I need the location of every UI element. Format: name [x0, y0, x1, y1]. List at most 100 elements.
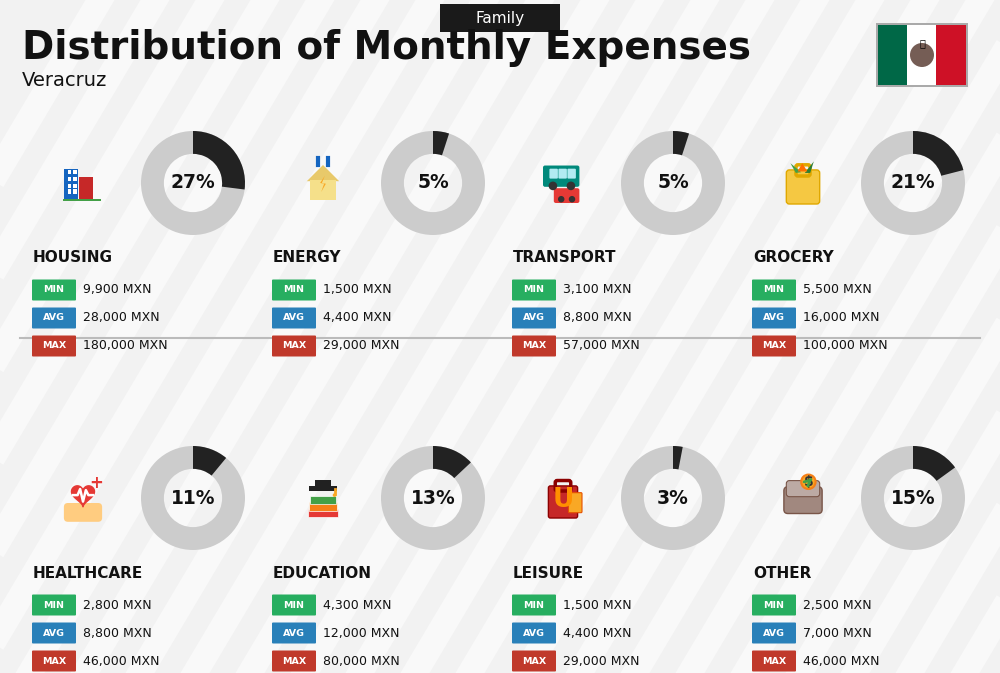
- Text: 4,400 MXN: 4,400 MXN: [323, 312, 392, 324]
- Text: AVG: AVG: [43, 314, 65, 322]
- Text: TRANSPORT: TRANSPORT: [513, 250, 616, 266]
- Text: MAX: MAX: [522, 656, 546, 666]
- Text: AVG: AVG: [523, 629, 545, 637]
- Text: 9,900 MXN: 9,900 MXN: [83, 283, 152, 297]
- FancyBboxPatch shape: [68, 177, 71, 181]
- FancyBboxPatch shape: [752, 594, 796, 616]
- Text: 21%: 21%: [891, 174, 935, 192]
- Text: AVG: AVG: [763, 629, 785, 637]
- FancyBboxPatch shape: [309, 502, 337, 511]
- Wedge shape: [673, 446, 683, 469]
- Text: AVG: AVG: [763, 314, 785, 322]
- Polygon shape: [790, 163, 801, 173]
- Text: 80,000 MXN: 80,000 MXN: [323, 655, 400, 668]
- Text: MAX: MAX: [762, 341, 786, 351]
- Wedge shape: [141, 446, 245, 550]
- Wedge shape: [861, 131, 965, 235]
- Polygon shape: [805, 162, 814, 173]
- Polygon shape: [320, 176, 326, 192]
- Wedge shape: [193, 446, 226, 476]
- FancyBboxPatch shape: [272, 279, 316, 301]
- Wedge shape: [381, 131, 485, 235]
- FancyBboxPatch shape: [786, 481, 820, 497]
- Text: ENERGY: ENERGY: [273, 250, 342, 266]
- Wedge shape: [673, 131, 689, 155]
- Text: MAX: MAX: [522, 341, 546, 351]
- Text: 1,500 MXN: 1,500 MXN: [323, 283, 392, 297]
- FancyBboxPatch shape: [512, 279, 556, 301]
- Text: Family: Family: [475, 11, 525, 26]
- Text: Distribution of Monthly Expenses: Distribution of Monthly Expenses: [22, 29, 751, 67]
- Circle shape: [801, 474, 816, 489]
- Circle shape: [569, 196, 575, 203]
- Text: 5,500 MXN: 5,500 MXN: [803, 283, 872, 297]
- Text: 3,100 MXN: 3,100 MXN: [563, 283, 632, 297]
- Text: MAX: MAX: [282, 341, 306, 351]
- Text: 12,000 MXN: 12,000 MXN: [323, 627, 400, 639]
- FancyBboxPatch shape: [512, 651, 556, 672]
- FancyBboxPatch shape: [786, 170, 820, 204]
- Text: MIN: MIN: [524, 600, 544, 610]
- Text: 8,800 MXN: 8,800 MXN: [563, 312, 632, 324]
- Circle shape: [333, 493, 336, 497]
- Text: MAX: MAX: [42, 341, 66, 351]
- Wedge shape: [433, 446, 471, 478]
- Text: 7,000 MXN: 7,000 MXN: [803, 627, 872, 639]
- FancyBboxPatch shape: [752, 308, 796, 328]
- FancyBboxPatch shape: [752, 336, 796, 357]
- FancyBboxPatch shape: [554, 188, 579, 203]
- Text: HEALTHCARE: HEALTHCARE: [33, 565, 143, 581]
- FancyBboxPatch shape: [272, 623, 316, 643]
- Text: 27%: 27%: [171, 174, 215, 192]
- FancyBboxPatch shape: [68, 170, 71, 174]
- FancyBboxPatch shape: [32, 279, 76, 301]
- Text: 29,000 MXN: 29,000 MXN: [563, 655, 640, 668]
- Text: 2,800 MXN: 2,800 MXN: [83, 598, 152, 612]
- FancyBboxPatch shape: [64, 169, 78, 201]
- FancyBboxPatch shape: [73, 177, 77, 181]
- FancyBboxPatch shape: [310, 495, 336, 504]
- Text: 3%: 3%: [657, 489, 689, 507]
- FancyBboxPatch shape: [548, 486, 578, 518]
- FancyBboxPatch shape: [512, 623, 556, 643]
- Text: 11%: 11%: [171, 489, 215, 507]
- FancyBboxPatch shape: [308, 509, 338, 517]
- Text: 1,500 MXN: 1,500 MXN: [563, 598, 632, 612]
- FancyBboxPatch shape: [32, 651, 76, 672]
- Text: 180,000 MXN: 180,000 MXN: [83, 339, 168, 353]
- Wedge shape: [433, 131, 449, 155]
- FancyBboxPatch shape: [73, 184, 77, 188]
- FancyBboxPatch shape: [752, 623, 796, 643]
- Text: 🌿: 🌿: [919, 38, 925, 48]
- FancyBboxPatch shape: [558, 169, 567, 178]
- Circle shape: [549, 182, 557, 190]
- Wedge shape: [861, 446, 965, 550]
- FancyBboxPatch shape: [878, 25, 907, 85]
- FancyBboxPatch shape: [568, 493, 582, 513]
- Text: MIN: MIN: [284, 285, 304, 295]
- Text: +: +: [90, 474, 104, 492]
- FancyBboxPatch shape: [64, 503, 102, 522]
- Text: Veracruz: Veracruz: [22, 71, 107, 90]
- Text: OTHER: OTHER: [753, 565, 811, 581]
- FancyBboxPatch shape: [315, 480, 331, 487]
- Text: 5%: 5%: [657, 174, 689, 192]
- FancyBboxPatch shape: [310, 180, 336, 201]
- Text: AVG: AVG: [523, 314, 545, 322]
- FancyBboxPatch shape: [907, 25, 936, 85]
- Text: 57,000 MXN: 57,000 MXN: [563, 339, 640, 353]
- FancyBboxPatch shape: [936, 25, 966, 85]
- Text: LEISURE: LEISURE: [513, 565, 584, 581]
- Text: 29,000 MXN: 29,000 MXN: [323, 339, 400, 353]
- Wedge shape: [141, 131, 245, 235]
- FancyBboxPatch shape: [73, 170, 77, 174]
- Circle shape: [558, 196, 564, 203]
- Text: 13%: 13%: [411, 489, 455, 507]
- Text: 4,400 MXN: 4,400 MXN: [563, 627, 632, 639]
- FancyBboxPatch shape: [512, 336, 556, 357]
- Circle shape: [910, 43, 934, 67]
- FancyBboxPatch shape: [272, 336, 316, 357]
- Text: AVG: AVG: [283, 629, 305, 637]
- Text: MIN: MIN: [524, 285, 544, 295]
- Text: MIN: MIN: [764, 285, 784, 295]
